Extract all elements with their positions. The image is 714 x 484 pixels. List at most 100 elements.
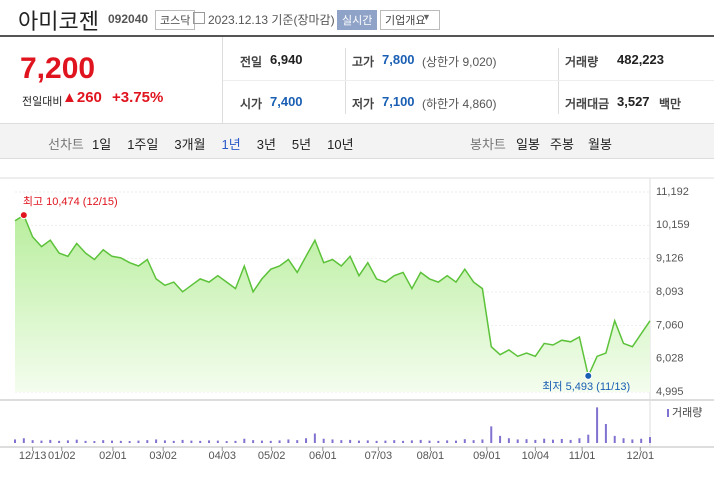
stat-value: 7,400 bbox=[270, 94, 303, 109]
stat-label: 전일 bbox=[240, 55, 263, 69]
period-tab[interactable]: 10년 bbox=[327, 137, 354, 152]
period-tab[interactable]: 1일 bbox=[92, 137, 112, 152]
x-tick-label: 03/02 bbox=[149, 450, 177, 462]
volume-bar bbox=[155, 439, 158, 443]
extreme-marker bbox=[584, 371, 593, 380]
volume-bar bbox=[58, 440, 61, 443]
volume-bar bbox=[366, 440, 369, 443]
volume-bar bbox=[402, 440, 405, 443]
realtime-button[interactable]: 실시간 bbox=[337, 10, 378, 30]
extreme-marker bbox=[19, 211, 28, 220]
divider bbox=[223, 80, 714, 81]
stat-label: 저가 bbox=[352, 97, 375, 111]
candle-tab[interactable]: 일봉 bbox=[516, 137, 540, 152]
y-tick-label: 7,060 bbox=[656, 319, 684, 331]
stat-label: 시가 bbox=[240, 97, 263, 111]
volume-bar bbox=[322, 438, 325, 443]
extreme-label: 최저 5,493 (11/13) bbox=[542, 380, 630, 393]
volume-bar bbox=[199, 440, 202, 443]
stat-value: 7,100 bbox=[382, 94, 415, 109]
volume-bar bbox=[578, 438, 581, 443]
volume-bar bbox=[640, 438, 643, 443]
stat-unit: 백만 bbox=[659, 97, 682, 111]
volume-bar bbox=[313, 433, 316, 443]
y-tick-label: 11,192 bbox=[656, 186, 689, 198]
company-info-button[interactable]: 기업개요 bbox=[380, 10, 441, 30]
period-tab[interactable]: 5년 bbox=[291, 137, 312, 152]
volume-bar bbox=[331, 439, 334, 443]
candle-tab[interactable]: 주봉 bbox=[550, 137, 574, 152]
volume-bar bbox=[569, 439, 572, 443]
stat-value: 6,940 bbox=[270, 52, 303, 67]
volume-bar bbox=[208, 440, 211, 443]
x-tick-label: 02/01 bbox=[99, 450, 127, 462]
dropdown-arrow: ▼ bbox=[422, 12, 431, 22]
tab-group-label: 선차트 bbox=[48, 137, 84, 152]
candle-tab[interactable]: 월봉 bbox=[588, 137, 612, 152]
stat-value: 7,800 bbox=[382, 52, 415, 67]
x-tick-label: 04/03 bbox=[208, 450, 236, 462]
volume-bar bbox=[490, 426, 493, 443]
stock-name: 아미코젠 bbox=[18, 9, 99, 34]
quote-date: 2023.12.13 기준(장마감) bbox=[208, 13, 335, 27]
x-tick-label: 06/01 bbox=[309, 450, 337, 462]
volume-bar bbox=[499, 435, 502, 443]
y-tick-label: 6,028 bbox=[656, 353, 684, 365]
volume-bar bbox=[225, 441, 228, 443]
stock-code: 092040 bbox=[108, 12, 149, 26]
x-tick-label: 12/01 bbox=[627, 450, 655, 462]
stat-label: 거래대금 bbox=[565, 97, 610, 111]
price-area bbox=[15, 215, 650, 392]
volume-bar bbox=[305, 438, 308, 443]
volume-bar bbox=[269, 440, 272, 443]
x-tick-label: 11/01 bbox=[569, 450, 596, 462]
divider bbox=[558, 48, 559, 114]
volume-bar bbox=[84, 440, 87, 443]
period-tab[interactable]: 1년 bbox=[221, 137, 241, 152]
x-tick-label: 08/01 bbox=[417, 450, 445, 462]
x-tick-label: 05/02 bbox=[258, 450, 286, 462]
y-tick-label: 8,093 bbox=[656, 286, 684, 298]
volume-bar bbox=[172, 440, 175, 443]
divider bbox=[345, 48, 346, 114]
volume-bar bbox=[287, 439, 290, 443]
volume-bar bbox=[428, 440, 431, 443]
volume-bar bbox=[278, 440, 281, 443]
volume-bar bbox=[137, 440, 140, 443]
x-tick-label: 07/03 bbox=[365, 450, 393, 462]
volume-bar bbox=[128, 441, 131, 443]
volume-bar bbox=[243, 438, 246, 443]
volume-legend: 거래량 bbox=[672, 406, 702, 419]
period-tab[interactable]: 3년 bbox=[256, 137, 276, 152]
change: ▲260 bbox=[62, 89, 102, 106]
stat-value: 482,223 bbox=[617, 52, 664, 67]
volume-bar bbox=[481, 439, 484, 443]
period-tab[interactable]: 3개월 bbox=[174, 137, 206, 152]
x-tick-label: 01/02 bbox=[48, 450, 76, 462]
stat-label: 거래량 bbox=[565, 55, 599, 69]
volume-bar bbox=[472, 440, 475, 443]
change-pct: +3.75% bbox=[112, 89, 164, 106]
x-tick-label: 10/04 bbox=[522, 450, 550, 462]
volume-bar bbox=[410, 440, 413, 443]
volume-bar bbox=[49, 439, 52, 443]
change-label: 전일대비 bbox=[22, 96, 63, 108]
volume-bar bbox=[296, 440, 299, 443]
volume-bar bbox=[31, 440, 34, 443]
volume-bar bbox=[111, 440, 114, 443]
volume-bar bbox=[543, 438, 546, 443]
tab-group-label: 봉차트 bbox=[470, 137, 506, 152]
volume-bar bbox=[66, 440, 69, 443]
y-tick-label: 10,159 bbox=[656, 219, 690, 231]
volume-bar bbox=[260, 440, 263, 443]
volume-bar bbox=[631, 439, 634, 443]
header-rule bbox=[0, 35, 714, 37]
period-tab[interactable]: 1주일 bbox=[127, 137, 159, 152]
volume-bar bbox=[525, 439, 528, 443]
volume-bar bbox=[190, 440, 193, 443]
y-tick-label: 4,995 bbox=[656, 386, 684, 398]
extreme-label: 최고 10,474 (12/15) bbox=[23, 195, 118, 208]
volume-bar bbox=[357, 440, 360, 443]
